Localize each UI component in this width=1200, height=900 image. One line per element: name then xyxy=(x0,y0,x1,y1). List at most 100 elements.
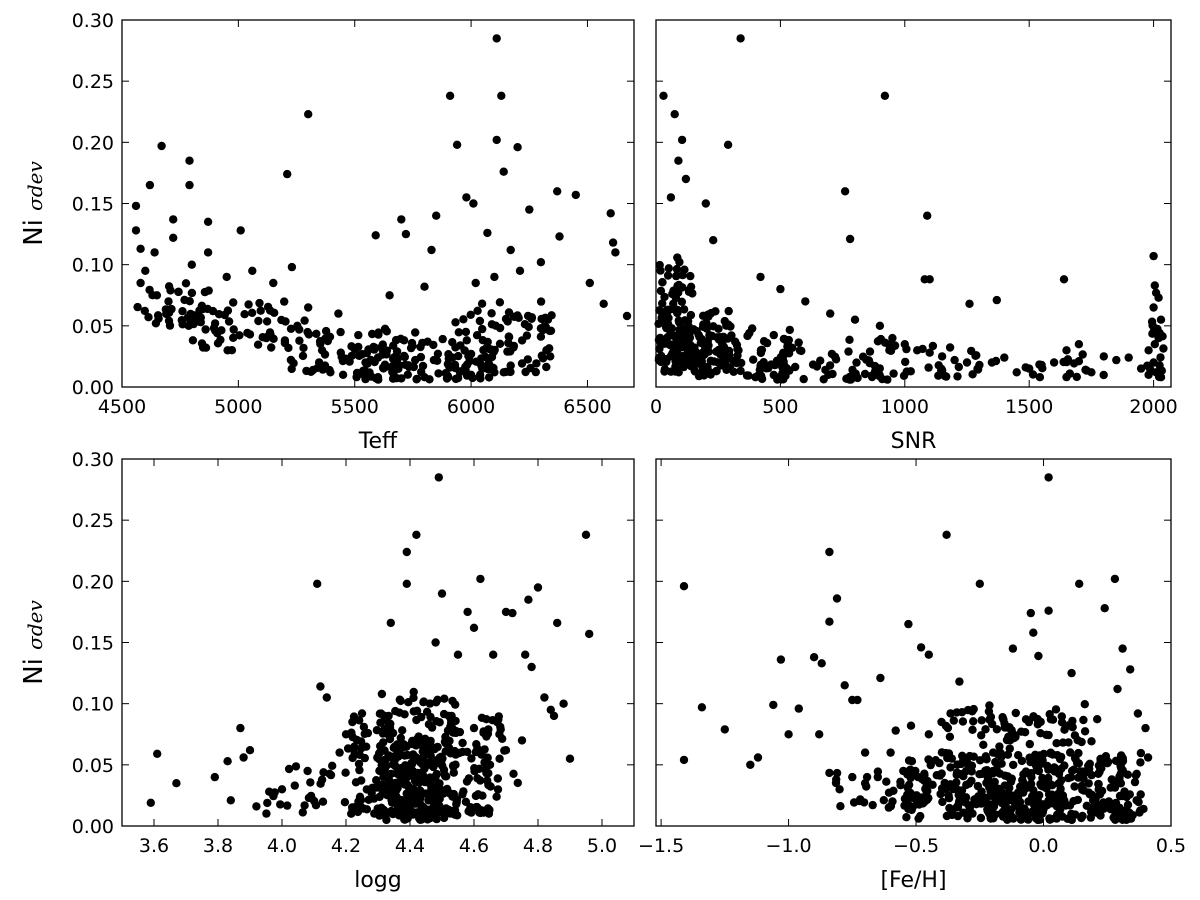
data-point xyxy=(983,806,992,816)
data-point xyxy=(450,806,460,815)
data-point xyxy=(420,373,429,382)
data-point xyxy=(746,760,755,769)
data-point xyxy=(1122,809,1131,818)
data-point xyxy=(1082,801,1092,810)
data-point xyxy=(1080,700,1090,709)
data-point xyxy=(981,725,990,734)
data-point xyxy=(236,226,245,235)
data-point xyxy=(1156,353,1165,362)
data-point xyxy=(449,789,458,799)
data-point xyxy=(713,358,722,367)
x-tick-label: −1.5 xyxy=(638,835,684,857)
data-point xyxy=(210,772,219,782)
data-point xyxy=(368,783,377,792)
data-point xyxy=(280,297,289,306)
data-point xyxy=(845,372,854,382)
data-point xyxy=(341,768,350,777)
data-point xyxy=(1037,781,1046,790)
data-point xyxy=(702,318,711,328)
data-point xyxy=(336,348,345,357)
data-point xyxy=(928,341,938,351)
data-point xyxy=(957,708,967,717)
data-point xyxy=(416,794,425,803)
data-point xyxy=(265,787,274,796)
data-point xyxy=(1051,792,1061,801)
data-point xyxy=(1149,251,1158,261)
data-point xyxy=(926,760,935,770)
data-point xyxy=(482,715,491,724)
data-point xyxy=(523,311,533,321)
data-point xyxy=(388,374,398,383)
data-point xyxy=(411,355,420,365)
data-point xyxy=(399,336,409,345)
data-point xyxy=(469,623,479,632)
data-point xyxy=(1071,810,1080,819)
data-point xyxy=(393,794,403,804)
data-point xyxy=(213,339,223,348)
data-point xyxy=(954,362,963,372)
data-point xyxy=(816,356,825,365)
data-point xyxy=(373,373,383,382)
data-point xyxy=(968,370,977,379)
data-point xyxy=(1057,752,1066,762)
data-point xyxy=(437,589,447,598)
data-point xyxy=(1035,373,1045,382)
data-point xyxy=(462,336,471,345)
data-point xyxy=(514,313,523,322)
data-point xyxy=(860,748,870,757)
data-point xyxy=(873,772,882,782)
data-point xyxy=(1097,786,1107,796)
data-point xyxy=(504,332,513,341)
data-point xyxy=(472,357,481,366)
data-point xyxy=(392,347,402,356)
data-point xyxy=(403,780,412,789)
data-point xyxy=(131,201,141,211)
y-axis-label-main: Ni xyxy=(19,650,49,685)
data-point xyxy=(835,785,844,794)
data-point xyxy=(1125,790,1135,799)
data-point xyxy=(1074,773,1083,782)
data-point xyxy=(187,260,196,269)
data-point xyxy=(373,808,383,817)
y-axis-label: Ni σdev xyxy=(19,600,49,685)
x-axis-label: [Fe/H] xyxy=(880,868,946,893)
data-point xyxy=(659,339,669,348)
data-point xyxy=(291,762,301,771)
data-point xyxy=(493,774,502,783)
data-point xyxy=(860,779,870,788)
data-point xyxy=(714,324,723,333)
data-point xyxy=(354,804,363,813)
data-point xyxy=(1096,762,1105,771)
x-tick-label: −1.0 xyxy=(766,835,812,857)
data-point xyxy=(390,756,399,765)
data-point xyxy=(495,298,505,307)
data-point xyxy=(1078,350,1087,359)
data-point xyxy=(979,740,988,749)
data-point xyxy=(334,309,343,318)
data-point xyxy=(913,346,922,355)
data-point xyxy=(343,744,353,753)
data-point xyxy=(416,801,426,810)
data-point xyxy=(467,754,476,763)
y-tick-label: 0.15 xyxy=(72,194,114,216)
data-point xyxy=(984,707,994,716)
data-point xyxy=(415,770,424,779)
data-point xyxy=(542,362,551,372)
data-point xyxy=(469,723,479,733)
data-point xyxy=(666,352,675,361)
data-point xyxy=(581,530,591,539)
data-point xyxy=(521,367,530,377)
data-point xyxy=(203,248,213,257)
data-point xyxy=(1077,813,1086,823)
data-point xyxy=(727,331,736,340)
data-point xyxy=(154,314,163,323)
data-point xyxy=(417,712,426,722)
data-point xyxy=(427,245,436,255)
data-point xyxy=(946,763,955,772)
data-point xyxy=(868,800,877,810)
data-point xyxy=(672,334,681,343)
data-point xyxy=(1117,752,1126,761)
data-point xyxy=(464,774,474,783)
data-point xyxy=(924,730,933,739)
data-point xyxy=(1131,771,1141,780)
